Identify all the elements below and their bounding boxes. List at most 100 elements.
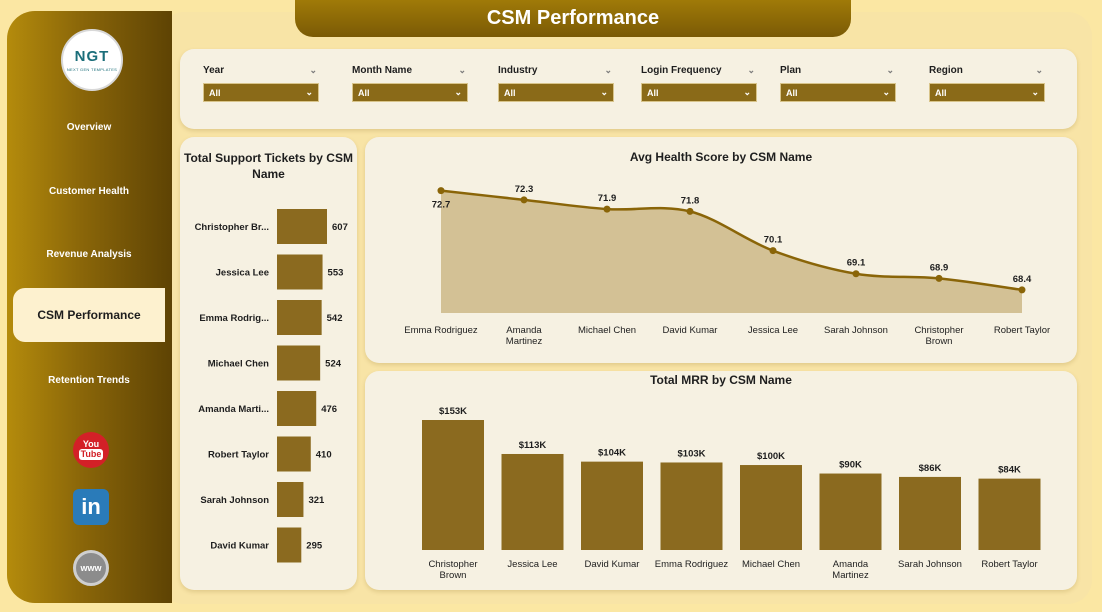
mrr-data-label: $103K — [678, 448, 706, 459]
chevron-down-icon[interactable]: ⌄ — [604, 64, 612, 75]
health-area — [441, 190, 1022, 313]
tickets-data-label: 553 — [328, 268, 344, 279]
filter-dropdown[interactable]: All ⌄ — [929, 83, 1045, 102]
health-category-label: Michael Chen — [578, 325, 636, 336]
health-line — [440, 189, 1023, 292]
chevron-down-icon[interactable]: ⌄ — [458, 64, 466, 75]
mrr-data-label: $153K — [439, 406, 467, 417]
mrr-category-label: David Kumar — [585, 559, 640, 570]
health-category-label: David Kumar — [663, 325, 718, 336]
filter-label-row: Login Frequency ⌄ — [641, 61, 757, 79]
tickets-bar[interactable] — [277, 391, 317, 426]
tickets-bar[interactable] — [277, 300, 322, 335]
chevron-down-icon[interactable]: ⌄ — [747, 64, 755, 75]
filter-month-name[interactable]: Month Name ⌄ All ⌄ — [352, 61, 468, 102]
mrr-title: Total MRR by CSM Name — [650, 373, 792, 387]
linkedin-icon[interactable]: in — [73, 489, 109, 525]
mrr-bar[interactable] — [422, 420, 484, 550]
health-point[interactable] — [1018, 286, 1026, 294]
nav-item-overview[interactable]: Overview — [66, 121, 112, 133]
filter-dropdown[interactable]: All ⌄ — [641, 83, 757, 102]
health-point[interactable] — [437, 187, 445, 195]
filter-value: All — [358, 87, 370, 98]
tickets-data-label: 410 — [316, 450, 332, 461]
tickets-bar[interactable] — [277, 254, 323, 290]
filter-label: Industry — [498, 64, 538, 76]
youtube-icon-text-bottom: Tube — [78, 449, 104, 460]
mrr-bar[interactable] — [978, 478, 1041, 550]
mrr-bar[interactable] — [899, 476, 961, 550]
health-data-label: 71.8 — [681, 195, 700, 206]
tickets-category-label: Sarah Johnson — [200, 495, 269, 506]
filter-panel — [180, 49, 1077, 129]
filter-label: Login Frequency — [641, 64, 722, 76]
filter-value: All — [935, 87, 947, 98]
chevron-down-icon[interactable]: ⌄ — [309, 64, 317, 75]
filter-label-row: Year ⌄ — [203, 61, 319, 79]
youtube-icon-text-top: You — [82, 439, 100, 449]
tickets-bar[interactable] — [277, 527, 302, 563]
tickets-data-label: 321 — [308, 495, 325, 506]
mrr-data-label: $104K — [598, 448, 626, 459]
brand-logo[interactable]: NGT NEXT GEN TEMPLATES — [61, 29, 123, 91]
mrr-bar[interactable] — [501, 453, 564, 550]
mrr-bar[interactable] — [740, 465, 802, 550]
mrr-category-label: Amanda Martinez — [832, 559, 869, 581]
health-score-title: Avg Health Score by CSM Name — [629, 150, 813, 164]
mrr-bar[interactable] — [660, 462, 723, 550]
website-icon[interactable]: www — [73, 550, 109, 586]
mrr-category-label: Emma Rodriguez — [655, 559, 729, 570]
mrr-category-label: Jessica Lee — [507, 559, 557, 570]
filter-label: Year — [203, 64, 225, 76]
nav-item-customer-health[interactable]: Customer Health — [48, 185, 129, 197]
filter-dropdown[interactable]: All ⌄ — [203, 83, 319, 102]
filter-dropdown[interactable]: All ⌄ — [352, 83, 468, 102]
tickets-category-label: Robert Taylor — [208, 450, 269, 461]
tickets-bar[interactable] — [277, 345, 321, 381]
health-point[interactable] — [686, 207, 694, 215]
tickets-bar[interactable] — [277, 209, 327, 244]
filter-industry[interactable]: Industry ⌄ All ⌄ — [498, 61, 614, 102]
health-point[interactable] — [935, 274, 943, 282]
health-point[interactable] — [852, 270, 860, 278]
filter-label: Region — [929, 64, 963, 76]
filter-login-frequency[interactable]: Login Frequency ⌄ All ⌄ — [641, 61, 757, 102]
nav-item-csm-performance[interactable]: CSM Performance — [13, 288, 165, 342]
health-data-label: 70.1 — [764, 235, 783, 246]
filter-label-row: Month Name ⌄ — [352, 61, 468, 79]
tickets-bar[interactable] — [277, 436, 311, 472]
youtube-icon[interactable]: You Tube — [73, 432, 109, 468]
mrr-data-label: $86K — [919, 463, 942, 474]
tickets-data-label: 607 — [332, 222, 348, 233]
filter-dropdown[interactable]: All ⌄ — [780, 83, 896, 102]
health-data-label: 68.4 — [1013, 274, 1032, 285]
nav-item-retention-trends[interactable]: Retention Trends — [48, 374, 130, 386]
filter-year[interactable]: Year ⌄ All ⌄ — [203, 61, 319, 102]
chevron-down-icon: ⌄ — [600, 87, 608, 97]
health-point[interactable] — [769, 247, 777, 255]
health-data-label: 71.9 — [598, 193, 617, 204]
tickets-data-label: 524 — [325, 359, 342, 370]
page-title: CSM Performance — [295, 0, 851, 37]
health-point[interactable] — [520, 196, 528, 204]
support-tickets-chart: Christopher Br... 607 Jessica Lee 553 Emma R… — [195, 209, 348, 563]
health-point[interactable] — [603, 205, 611, 213]
chevron-down-icon[interactable]: ⌄ — [1035, 64, 1043, 75]
health-score-chart: 72.7 72.3 71.9 71.8 70.1 69.1 68.9 68.4 Emma Rod… — [404, 184, 1050, 347]
filter-value: All — [209, 87, 221, 98]
filter-label: Month Name — [352, 64, 412, 76]
support-tickets-card — [180, 137, 357, 590]
filter-dropdown[interactable]: All ⌄ — [498, 83, 614, 102]
mrr-bar[interactable] — [581, 461, 643, 550]
mrr-bar[interactable] — [819, 473, 882, 550]
filter-label-row: Plan ⌄ — [780, 61, 896, 79]
tickets-bar[interactable] — [277, 482, 304, 517]
chevron-down-icon[interactable]: ⌄ — [886, 64, 894, 75]
filter-plan[interactable]: Plan ⌄ All ⌄ — [780, 61, 896, 102]
nav-item-revenue-analysis[interactable]: Revenue Analysis — [46, 248, 132, 260]
mrr-data-label: $113K — [519, 440, 547, 451]
filter-value: All — [647, 87, 659, 98]
mrr-category-label: Christopher Brown — [428, 559, 477, 581]
filter-region[interactable]: Region ⌄ All ⌄ — [929, 61, 1045, 102]
chevron-down-icon: ⌄ — [1031, 87, 1039, 97]
